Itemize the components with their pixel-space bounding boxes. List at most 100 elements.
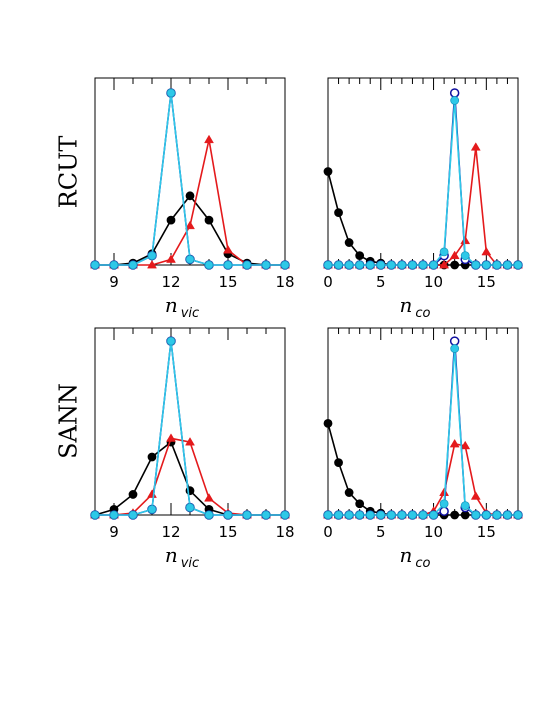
data-point-cyan [223,260,233,270]
data-point-red [204,493,214,502]
data-point-cyan [397,260,407,270]
data-point-cyan [481,260,491,270]
data-point-cyan [90,260,100,270]
data-point-black [128,490,138,499]
data-point-blue [439,506,449,517]
x-tick-label: 5 [376,523,386,541]
data-point-black [450,510,460,520]
data-point-cyan [429,260,438,270]
data-point-black [334,458,343,468]
data-point-cyan [503,510,512,520]
x-tick-label: 15 [477,273,496,291]
data-point-cyan [166,336,176,346]
data-point-cyan [386,260,396,270]
x-tick-label: 15 [218,273,237,291]
x-tick-label: 12 [161,523,180,541]
data-point-cyan [109,510,119,520]
data-point-cyan [439,499,449,509]
series-line-red [328,147,518,266]
x-tick-label: 10 [424,523,443,541]
data-point-cyan [344,510,354,520]
data-point-black [166,215,176,225]
data-point-cyan [280,260,290,270]
data-point-cyan [513,510,523,520]
data-point-cyan [386,510,396,520]
data-point-cyan [492,260,502,270]
data-point-black [147,452,157,462]
data-point-cyan [90,510,100,520]
data-point-cyan [242,260,252,270]
data-point-red [481,246,492,256]
data-point-cyan [365,260,375,270]
data-point-red [204,134,214,144]
x-tick-label: 12 [161,273,180,291]
data-point-black [204,215,214,225]
data-point-red [185,220,195,230]
x-axis-label: n co [400,293,431,321]
axes-frame [327,77,519,266]
series-line-cyan [328,100,518,266]
data-point-blue [449,88,460,98]
x-axis-label: n vic [165,543,199,571]
data-point-cyan [365,510,375,520]
data-point-red [223,245,233,254]
data-point-black [355,251,365,261]
x-axis-label: n vic [165,293,199,321]
data-point-cyan [450,96,460,105]
panel-2: 9 12 15 18 n vic [90,327,295,571]
series-line-blue [328,341,518,516]
x-tick-label: 10 [424,273,443,291]
axes-frame [94,77,286,266]
data-point-cyan [397,510,407,520]
x-axis-label-var: n [400,543,413,567]
data-point-red [470,491,481,500]
data-point-cyan [450,344,460,353]
data-point-cyan [492,510,502,520]
data-point-cyan [408,260,417,270]
data-point-red [460,235,471,245]
data-point-red [439,260,450,269]
data-point-red [166,254,176,263]
data-point-cyan [166,88,176,98]
series-line-cyan [328,348,518,516]
data-point-red [449,250,460,260]
x-tick-label: 18 [275,273,294,291]
x-axis-label-var: n [165,543,178,567]
x-tick-label: 15 [218,523,237,541]
data-point-cyan [376,260,386,270]
data-point-red [460,440,471,450]
series-line-black [327,171,518,266]
data-point-cyan [334,260,343,270]
data-point-black [323,167,333,176]
data-point-cyan [460,251,470,261]
panel-0: 9 12 15 18 n vic [90,77,295,321]
x-axis-label: n co [400,543,431,571]
data-point-cyan [242,510,252,520]
data-point-cyan [147,251,157,261]
data-point-cyan [471,510,481,520]
data-point-cyan [439,247,449,257]
panel-1: 0 5 10 15 n co [323,77,523,321]
data-point-blue [449,336,460,346]
series-line-red [95,139,285,266]
data-point-cyan [280,510,290,520]
data-point-cyan [109,260,119,270]
data-point-cyan [471,260,481,270]
data-point-cyan [344,260,354,270]
series-line-cyan [95,92,285,266]
data-point-cyan [261,260,271,270]
data-point-cyan [204,260,214,270]
x-tick-label: 15 [477,523,496,541]
panel-3: 0 5 10 15 n co [323,327,523,571]
data-point-cyan [503,260,512,270]
data-point-cyan [147,504,157,514]
data-point-black [355,499,365,509]
data-point-cyan [323,510,333,520]
data-point-cyan [418,260,428,270]
series-line-blue [95,92,285,266]
data-point-cyan [261,510,271,520]
data-point-cyan [185,503,195,512]
data-point-cyan [128,510,138,520]
data-point-black [323,418,333,428]
